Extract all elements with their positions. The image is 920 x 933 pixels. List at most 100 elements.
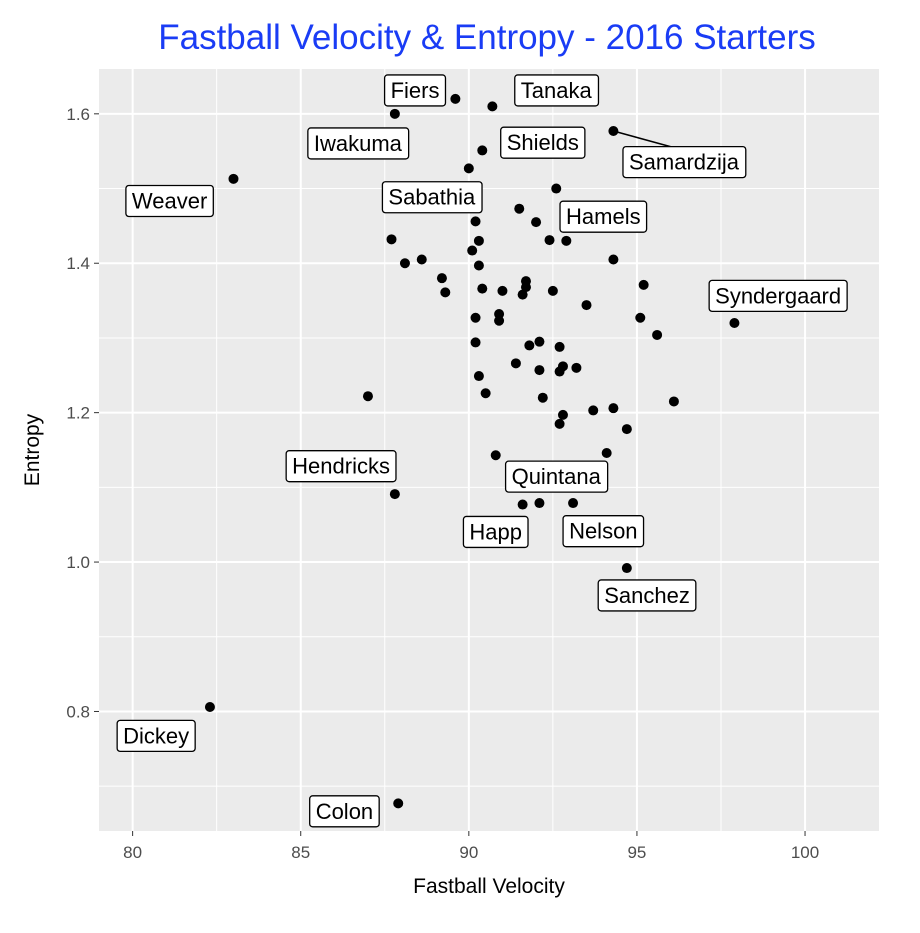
data-point bbox=[473, 371, 484, 382]
x-tick-label: 90 bbox=[459, 843, 478, 862]
data-point bbox=[547, 285, 558, 296]
point-label-box bbox=[381, 181, 483, 214]
data-point bbox=[389, 489, 400, 500]
point-label-box bbox=[307, 127, 410, 160]
data-point bbox=[399, 258, 410, 269]
x-tick-label: 100 bbox=[791, 843, 819, 862]
data-point bbox=[608, 126, 619, 137]
data-point bbox=[463, 163, 474, 174]
y-axis-ticks: 0.8 1.0 1.2 1.4 1.6 bbox=[66, 105, 99, 721]
data-point bbox=[608, 254, 619, 265]
point-label-text: Weaver bbox=[132, 188, 207, 213]
data-point bbox=[581, 300, 592, 311]
data-point bbox=[652, 329, 663, 340]
point-label: Hamels bbox=[559, 200, 648, 233]
point-label: Colon bbox=[309, 795, 380, 828]
point-label-text: Happ bbox=[469, 519, 522, 544]
data-point bbox=[621, 424, 632, 435]
point-label-text: Colon bbox=[316, 799, 373, 824]
point-label-box bbox=[622, 145, 747, 179]
point-label-text: Dickey bbox=[123, 723, 189, 748]
y-tick-label: 1.4 bbox=[66, 254, 90, 273]
plot-panel bbox=[99, 69, 879, 831]
point-label-box bbox=[708, 279, 848, 313]
point-label-box bbox=[500, 126, 586, 159]
leader-line bbox=[613, 130, 675, 149]
point-label-text: Hamels bbox=[566, 204, 641, 229]
point-label-box bbox=[562, 515, 645, 548]
point-label: Fiers bbox=[383, 74, 447, 107]
data-point bbox=[494, 315, 505, 326]
point-label: Samardzija bbox=[622, 145, 747, 179]
data-point bbox=[362, 391, 373, 402]
point-labels: Fiers Tanaka Iwakuma Shields Samardzija Weave… bbox=[116, 74, 848, 828]
point-label: Happ bbox=[462, 515, 529, 549]
point-label-box bbox=[504, 460, 609, 493]
data-point bbox=[416, 254, 427, 265]
point-label-box bbox=[462, 515, 529, 549]
data-point bbox=[557, 409, 568, 420]
point-label-text: Fiers bbox=[391, 78, 440, 103]
point-label-text: Sanchez bbox=[604, 583, 690, 608]
data-point bbox=[393, 798, 404, 809]
data-point bbox=[514, 203, 525, 214]
data-point bbox=[477, 145, 488, 156]
data-point bbox=[524, 340, 535, 351]
data-point bbox=[473, 235, 484, 246]
point-label: Quintana bbox=[504, 460, 609, 493]
data-point bbox=[470, 216, 481, 227]
data-point bbox=[729, 318, 740, 328]
label-leader-lines bbox=[613, 130, 675, 149]
data-point bbox=[638, 279, 649, 290]
point-label-box bbox=[309, 795, 380, 828]
data-point bbox=[635, 312, 646, 323]
data-point bbox=[534, 498, 545, 509]
data-point bbox=[470, 337, 481, 348]
point-label: Weaver bbox=[125, 184, 214, 218]
data-point bbox=[537, 392, 548, 403]
data-point bbox=[517, 289, 528, 300]
point-label-box bbox=[285, 450, 397, 483]
data-point bbox=[497, 285, 508, 296]
data-point bbox=[608, 403, 619, 414]
point-label-box bbox=[125, 184, 214, 218]
data-point bbox=[480, 388, 491, 399]
x-tick-label: 85 bbox=[291, 843, 310, 862]
point-label-text: Shields bbox=[507, 130, 579, 155]
point-label-text: Sabathia bbox=[388, 185, 476, 210]
data-points bbox=[204, 93, 740, 809]
point-label-text: Syndergaard bbox=[715, 283, 841, 308]
data-point bbox=[490, 450, 501, 461]
point-label: Sabathia bbox=[381, 181, 483, 214]
point-label: Hendricks bbox=[285, 450, 397, 483]
point-label-text: Tanaka bbox=[521, 78, 593, 103]
data-point bbox=[436, 273, 447, 284]
y-tick-label: 1.6 bbox=[66, 105, 90, 124]
data-point bbox=[440, 287, 451, 298]
data-point bbox=[544, 235, 555, 246]
data-point bbox=[534, 365, 545, 376]
point-label-box bbox=[383, 74, 447, 107]
point-label-text: Iwakuma bbox=[314, 131, 403, 156]
data-point bbox=[517, 499, 528, 510]
data-point bbox=[204, 701, 215, 712]
data-point bbox=[534, 336, 545, 347]
data-point bbox=[450, 93, 461, 104]
point-label-box bbox=[514, 74, 600, 107]
data-point bbox=[668, 396, 679, 407]
point-label-text: Nelson bbox=[569, 519, 637, 544]
data-point bbox=[621, 563, 632, 574]
data-point bbox=[389, 108, 400, 119]
data-point bbox=[467, 245, 478, 256]
point-label-box bbox=[116, 719, 196, 753]
data-point bbox=[554, 366, 565, 377]
data-point bbox=[477, 283, 488, 294]
chart-title: Fastball Velocity & Entropy - 2016 Start… bbox=[158, 18, 816, 57]
data-point bbox=[551, 183, 562, 194]
data-point bbox=[386, 234, 397, 245]
point-label: Sanchez bbox=[597, 579, 697, 612]
x-axis-ticks: 80 85 90 95 100 bbox=[123, 831, 819, 862]
y-axis-label: Entropy bbox=[21, 413, 44, 486]
